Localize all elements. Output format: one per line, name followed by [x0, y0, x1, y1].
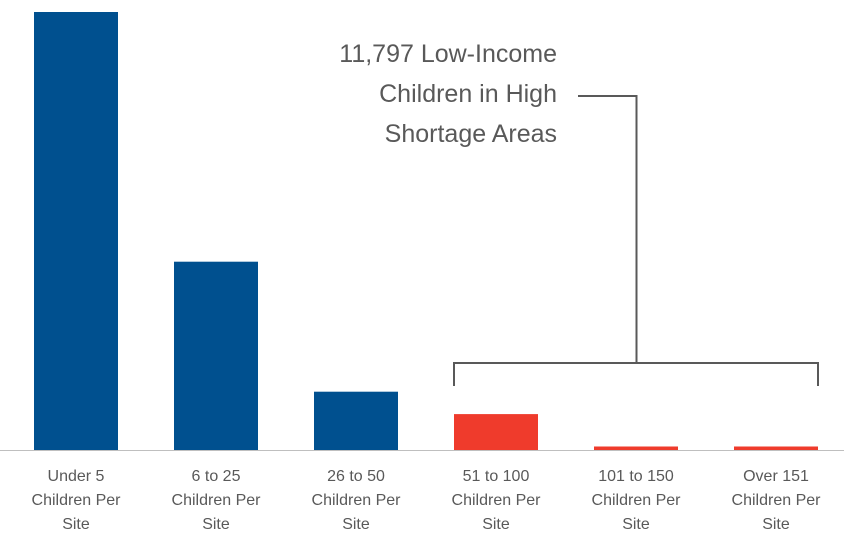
x-tick-label-line: Children Per	[592, 492, 682, 509]
bar-0	[34, 12, 118, 450]
bar-1	[174, 261, 258, 450]
x-tick-label-4: 101 to 150 Children Per Site	[592, 468, 682, 533]
bar-2	[314, 391, 398, 450]
x-tick-label-line: Under 5	[48, 468, 105, 485]
x-tick-label-line: Site	[202, 516, 230, 533]
x-tick-label-line: Children Per	[32, 492, 122, 509]
x-tick-label-1: 6 to 25 Children Per Site	[172, 468, 262, 533]
bar-3	[454, 414, 538, 450]
annotation-text: 11,797 Low-Income Children in High Shortag…	[339, 40, 557, 148]
x-tick-label-line: Site	[622, 516, 650, 533]
bracket-connector	[453, 95, 819, 386]
bar-5	[734, 446, 818, 450]
x-tick-label-line: Site	[342, 516, 370, 533]
x-tick-label-2: 26 to 50 Children Per Site	[312, 468, 402, 533]
x-tick-label-line: 101 to 150	[598, 468, 674, 485]
x-tick-label-line: Children Per	[312, 492, 402, 509]
x-tick-label-line: Children Per	[732, 492, 822, 509]
x-tick-label-line: 51 to 100	[463, 468, 530, 485]
annotation-bracket	[453, 95, 819, 386]
x-tick-label-0: Under 5 Children Per Site	[32, 468, 122, 533]
x-tick-label-line: Over 151	[743, 468, 809, 485]
x-tick-label-5: Over 151 Children Per Site	[732, 468, 822, 533]
x-tick-label-line: 26 to 50	[327, 468, 385, 485]
annotation-line: Shortage Areas	[385, 120, 557, 148]
x-tick-label-line: 6 to 25	[192, 468, 241, 485]
x-tick-label-line: Site	[762, 516, 790, 533]
x-tick-label-3: 51 to 100 Children Per Site	[452, 468, 542, 533]
bars-group	[34, 12, 818, 450]
annotation-line: 11,797 Low-Income	[339, 40, 557, 68]
bar-4	[594, 446, 678, 450]
x-tick-label-line: Children Per	[172, 492, 262, 509]
annotation-text-group: 11,797 Low-Income Children in High Shortag…	[339, 40, 557, 148]
x-tick-label-line: Site	[482, 516, 510, 533]
x-tick-label-line: Site	[62, 516, 90, 533]
x-tick-label-line: Children Per	[452, 492, 542, 509]
x-tick-labels: Under 5 Children Per Site 6 to 25 Children P…	[32, 468, 822, 533]
annotation-line: Children in High	[379, 80, 557, 108]
